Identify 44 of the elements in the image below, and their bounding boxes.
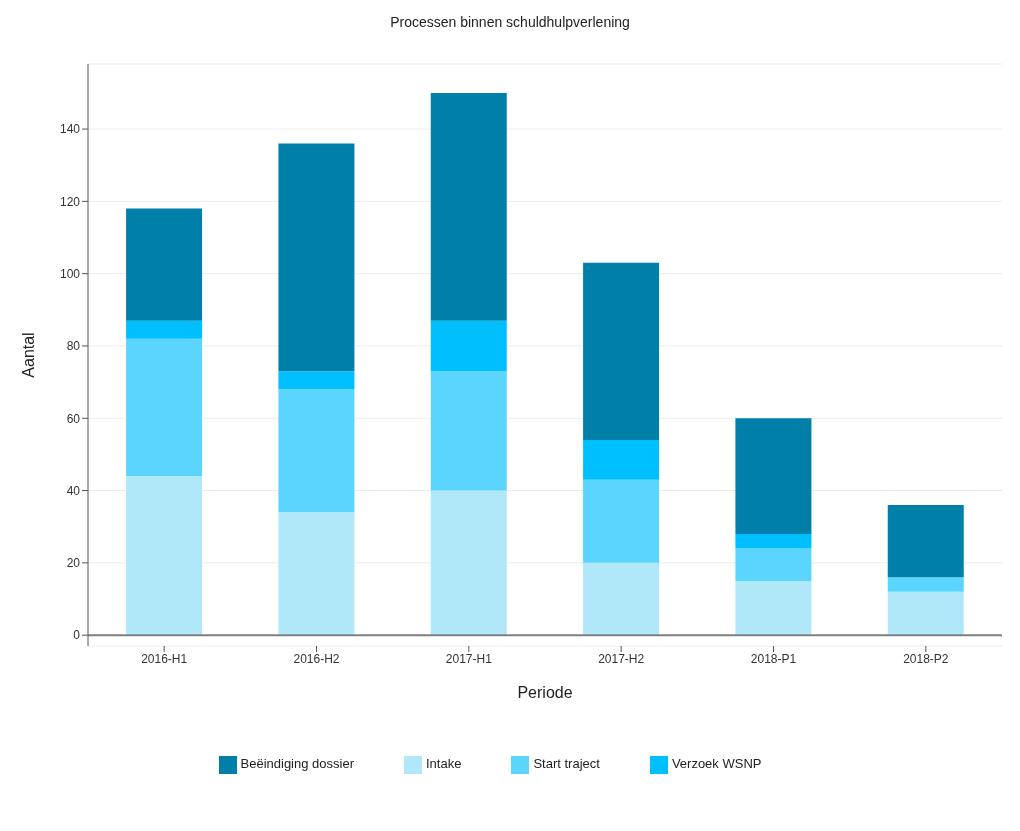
y-tick-label: 0 bbox=[73, 628, 81, 643]
bar bbox=[126, 208, 203, 321]
y-axis-title: Aantal bbox=[19, 332, 37, 378]
bar bbox=[278, 371, 355, 390]
bar bbox=[583, 562, 660, 636]
bar bbox=[278, 389, 355, 513]
bar bbox=[887, 591, 964, 636]
bar bbox=[430, 490, 507, 636]
legend-label: Verzoek WSNP bbox=[671, 756, 762, 772]
bar bbox=[126, 476, 203, 636]
y-tick-label: 20 bbox=[66, 556, 81, 571]
y-tick-label: 120 bbox=[59, 194, 81, 209]
bar bbox=[583, 439, 660, 480]
x-tick-label: 2018-P2 bbox=[903, 651, 949, 666]
bar bbox=[126, 338, 203, 477]
x-tick-label: 2018-P1 bbox=[750, 651, 797, 666]
bar bbox=[735, 548, 812, 581]
y-tick-label: 100 bbox=[59, 266, 81, 281]
y-tick-label: 60 bbox=[66, 411, 81, 426]
legend-label: Start traject bbox=[533, 756, 600, 772]
chart-title: Processen binnen schuldhulpverlening bbox=[389, 14, 631, 32]
bar bbox=[278, 143, 355, 372]
x-axis-title: Periode bbox=[517, 684, 573, 701]
legend-label: Intake bbox=[425, 756, 462, 772]
bar bbox=[735, 533, 812, 549]
x-tick-label: 2017-H1 bbox=[445, 651, 493, 666]
bar bbox=[735, 418, 812, 534]
bar bbox=[735, 580, 812, 636]
bar bbox=[887, 505, 964, 578]
bar bbox=[430, 371, 507, 491]
bar bbox=[126, 320, 203, 339]
legend-label: Beëindiging dossier bbox=[240, 756, 354, 772]
bar bbox=[430, 320, 507, 372]
y-tick-label: 40 bbox=[66, 483, 81, 498]
bar bbox=[278, 512, 355, 636]
y-tick-label: 140 bbox=[59, 122, 81, 137]
bar bbox=[887, 577, 964, 592]
x-tick-label: 2017-H2 bbox=[598, 651, 645, 666]
x-tick-label: 2016-H2 bbox=[293, 651, 340, 666]
y-tick-label: 80 bbox=[66, 339, 81, 354]
bar bbox=[583, 479, 660, 563]
bar bbox=[583, 262, 660, 440]
x-tick-label: 2016-H1 bbox=[141, 651, 188, 666]
bar bbox=[430, 92, 507, 321]
